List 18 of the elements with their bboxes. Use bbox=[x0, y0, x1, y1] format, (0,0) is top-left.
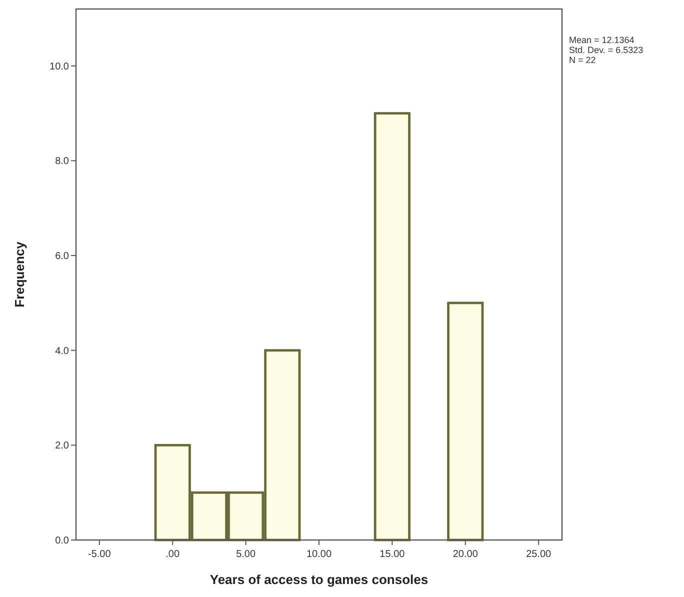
x-tick-label: 10.00 bbox=[306, 549, 332, 560]
text: N = 22 bbox=[569, 55, 596, 65]
y-tick-label: 4.0 bbox=[55, 346, 70, 357]
y-axis-title: Frequency bbox=[12, 240, 27, 308]
y-tick-label: 2.0 bbox=[55, 440, 70, 452]
x-tick-label: 25.00 bbox=[526, 549, 552, 560]
x-tick-label: 15.00 bbox=[380, 549, 406, 560]
y-tick-label: 8.0 bbox=[55, 156, 70, 168]
y-tick-label: 10.0 bbox=[50, 61, 70, 72]
x-tick-label: .00 bbox=[166, 549, 180, 560]
text: Std. Dev. = 6.5323 bbox=[569, 45, 644, 55]
x-axis-title: Years of access to games consoles bbox=[210, 572, 428, 587]
y-tick-label: 0.0 bbox=[55, 536, 70, 546]
text: Mean = 12.1364 bbox=[569, 35, 634, 45]
y-tick-label: 6.0 bbox=[55, 251, 70, 262]
x-tick-label: 20.00 bbox=[452, 549, 478, 560]
x-tick-label: 5.00 bbox=[236, 549, 256, 560]
x-tick-label: -5.00 bbox=[88, 549, 112, 560]
